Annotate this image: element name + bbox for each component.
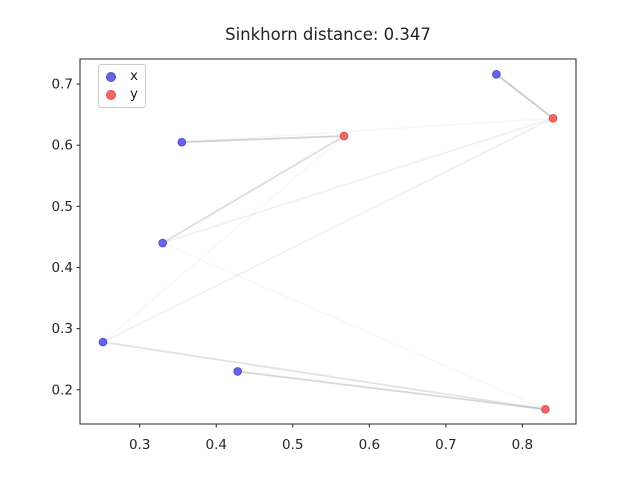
data-point-y (541, 405, 550, 414)
transport-line (236, 370, 547, 411)
legend: x y (98, 64, 146, 108)
transport-line (180, 117, 554, 144)
data-point-x (492, 69, 501, 79)
data-point-x (98, 337, 108, 347)
legend-item-x: x (106, 70, 145, 84)
transport-line (495, 73, 554, 120)
y-tick-label: 0.3 (52, 321, 73, 337)
axes-frame (79, 58, 577, 425)
x-tick-label: 0.7 (435, 437, 456, 453)
data-point-x (158, 238, 167, 248)
y-marker-icon (106, 90, 116, 100)
x-tick-label: 0.8 (512, 437, 533, 453)
transport-line (102, 135, 345, 343)
transport-line (161, 117, 554, 244)
data-point-x (233, 367, 242, 376)
x-tick-label: 0.5 (282, 437, 303, 453)
y-tick-label: 0.7 (52, 77, 73, 93)
transport-line (161, 242, 547, 411)
transport-line (102, 117, 554, 343)
transport-line (102, 341, 547, 411)
x-marker-icon (106, 72, 116, 82)
legend-item-y: y (106, 88, 145, 102)
transport-line (180, 135, 345, 144)
data-point-x (177, 137, 187, 147)
data-point-y (339, 131, 349, 141)
data-point-y (548, 114, 558, 123)
y-tick-label: 0.4 (52, 260, 73, 276)
x-tick-label: 0.4 (206, 437, 227, 453)
y-tick-label: 0.5 (52, 199, 73, 215)
y-tick-label: 0.6 (52, 138, 73, 154)
x-tick-label: 0.3 (129, 437, 150, 453)
legend-label-y: y (130, 86, 138, 103)
x-tick-label: 0.6 (359, 437, 380, 453)
legend-label-x: x (130, 68, 138, 85)
chart-title: Sinkhorn distance: 0.347 (225, 25, 431, 44)
transport-line (161, 135, 345, 244)
y-tick-label: 0.2 (52, 382, 73, 398)
